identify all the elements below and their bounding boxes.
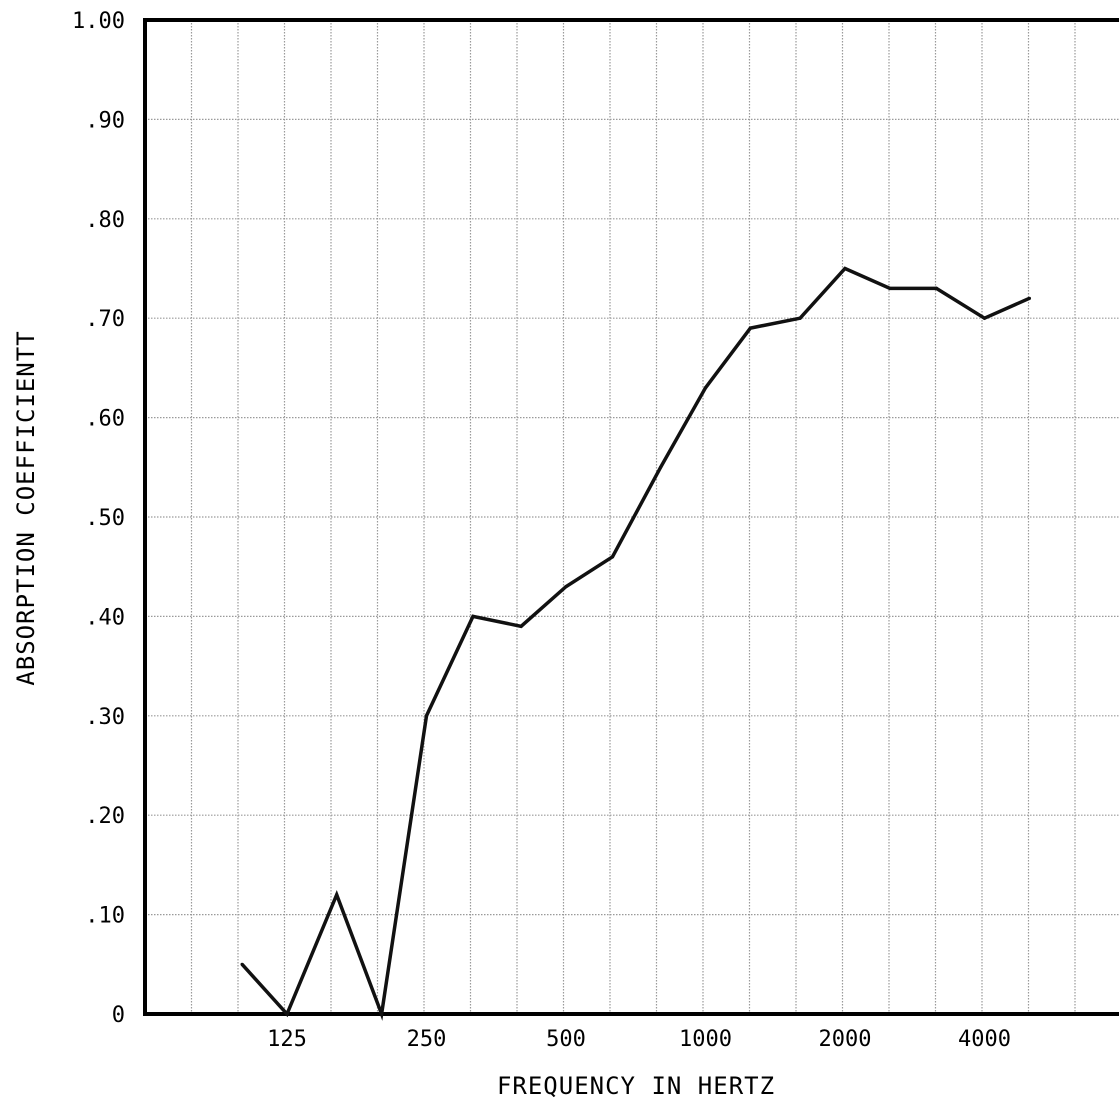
y-tick-label: 1.00 <box>72 9 125 34</box>
plot-frame <box>143 18 1119 1016</box>
y-axis-title: ABSORPTION COEFFICIENTT <box>12 330 40 685</box>
y-tick-label: .70 <box>85 307 125 332</box>
y-tick-label: .40 <box>85 605 125 630</box>
x-tick-label: 4000 <box>958 1027 1011 1052</box>
y-tick-label: .30 <box>85 705 125 730</box>
data-point <box>519 624 523 628</box>
data-point <box>934 286 939 290</box>
y-axis-ticks: 0 .10 .20 .30 .40 .50 .60 .70 .80 .90 1.00 <box>72 9 125 1028</box>
x-tick-label: 125 <box>267 1027 307 1052</box>
data-point <box>703 386 708 390</box>
x-tick-label: 1000 <box>679 1027 732 1052</box>
x-axis-ticks: 125 250 500 1000 2000 4000 <box>267 1027 1011 1052</box>
data-point <box>798 316 802 320</box>
data-point <box>424 714 429 718</box>
x-tick-label: 2000 <box>819 1027 872 1052</box>
data-point <box>335 893 339 897</box>
data-point <box>982 316 987 320</box>
y-tick-label: 0 <box>112 1003 125 1028</box>
data-point <box>843 266 847 271</box>
x-tick-label: 500 <box>546 1027 586 1052</box>
x-tick-label: 250 <box>407 1027 447 1052</box>
data-point <box>240 962 244 966</box>
data-point <box>379 1012 384 1016</box>
data-point <box>285 1012 289 1016</box>
data-point <box>610 555 615 559</box>
series-group <box>240 266 1032 1021</box>
data-point <box>564 584 568 589</box>
y-tick-label: .60 <box>85 407 125 432</box>
y-tick-label: .90 <box>85 108 125 133</box>
data-point <box>888 286 892 290</box>
y-tick-label: .10 <box>85 904 125 929</box>
data-point <box>471 614 475 619</box>
y-tick-label: .20 <box>85 804 125 829</box>
data-point <box>748 326 753 330</box>
data-point <box>1027 296 1032 300</box>
x-axis-title: FREQUENCY IN HERTZ <box>497 1072 775 1100</box>
y-tick-label: .80 <box>85 208 125 233</box>
y-tick-label: .50 <box>85 506 125 531</box>
series-line-1 <box>240 266 1031 1021</box>
data-point <box>658 465 663 469</box>
